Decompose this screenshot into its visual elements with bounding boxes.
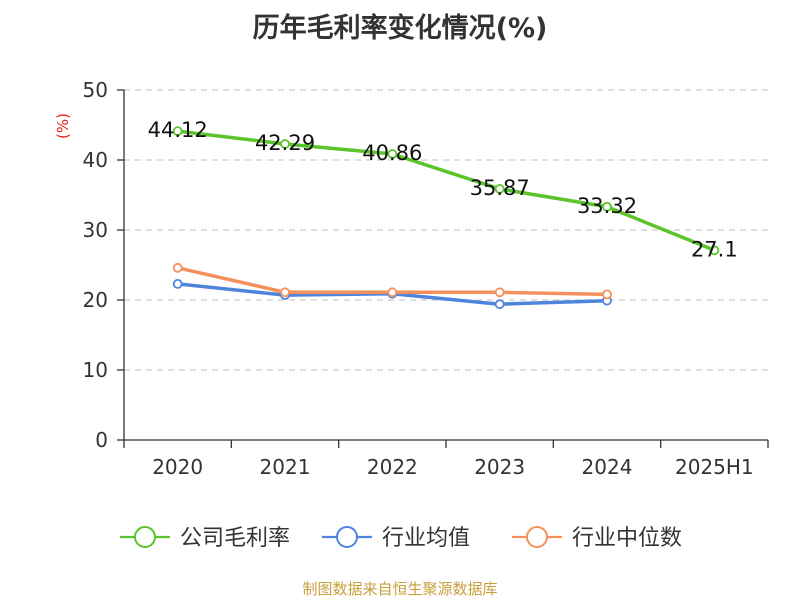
x-tick-label: 2021 [260,455,311,479]
x-tick-label: 2022 [367,455,418,479]
y-tick-label: 20 [83,288,108,312]
data-label: 27.1 [691,237,738,261]
x-tick-label: 2020 [152,455,203,479]
y-tick-label: 50 [83,78,108,102]
series-line-0 [177,129,715,252]
data-point-0 [280,139,290,149]
data-point-1 [494,299,505,310]
chart-title: 历年毛利率变化情况(%) [252,13,548,44]
data-point-1 [172,278,183,289]
legend-marker [134,526,156,548]
data-point-0 [709,245,720,256]
y-tick-label: 10 [83,358,108,382]
data-point-0 [387,149,398,159]
data-point-2 [280,287,290,298]
legend-label: 行业均值 [382,526,470,551]
data-point-2 [494,287,505,298]
legend-marker [526,526,548,548]
x-tick-label: 2025H1 [675,455,754,479]
y-tick-label: 40 [83,148,108,172]
data-label: 44.12 [148,118,208,142]
y-tick-label: 0 [95,428,108,452]
x-tick-label: 2024 [582,455,633,479]
y-tick-label: 30 [83,218,108,242]
data-label: 35.87 [470,176,530,200]
data-label: 40.86 [362,141,422,165]
y-axis-label: (%) [54,113,72,139]
legend-marker [336,526,358,548]
data-label: 33.32 [577,194,637,218]
data-point-2 [172,262,183,273]
data-source-note: 制图数据来自恒生聚源数据库 [302,580,498,598]
data-point-0 [172,126,183,137]
data-point-0 [494,184,505,194]
legend-label: 行业中位数 [572,526,682,551]
x-tick-label: 2023 [474,455,525,479]
data-point-2 [387,287,398,298]
data-label: 42.29 [255,131,315,155]
legend-label: 公司毛利率 [180,526,290,551]
data-point-2 [602,289,612,300]
data-point-0 [602,201,612,212]
